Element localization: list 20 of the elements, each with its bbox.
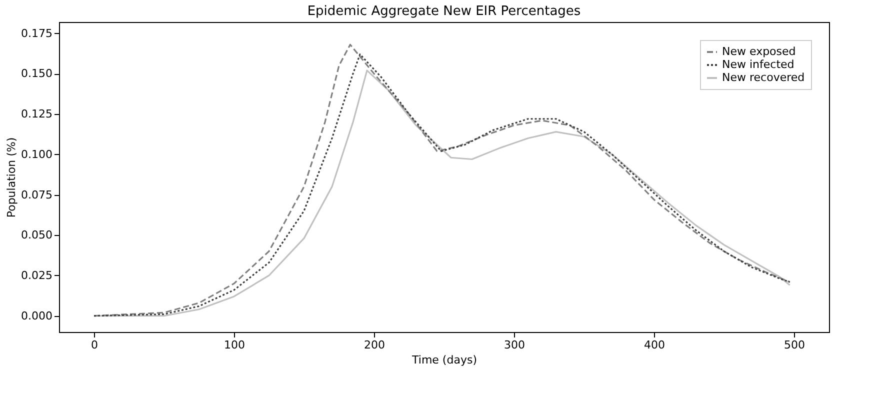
y-tick-label: 0.100: [21, 148, 52, 161]
y-tick-label: 0.025: [21, 268, 52, 282]
y-tick-label: 0.175: [21, 26, 52, 40]
legend-label: New recovered: [722, 71, 805, 84]
x-tick-label: 200: [364, 338, 385, 352]
x-axis-title: Time (days): [411, 354, 477, 366]
y-tick-label: 0.000: [21, 309, 52, 322]
chart-title: Epidemic Aggregate New EIR Percentages: [307, 4, 581, 19]
x-tick-label: 400: [644, 338, 665, 352]
legend-label: New infected: [722, 58, 794, 71]
x-tick-label: 0: [91, 338, 98, 352]
y-tick-label: 0.050: [21, 228, 52, 242]
x-tick-label: 100: [224, 338, 245, 352]
x-tick-label: 300: [504, 338, 525, 352]
y-axis-title: Population (%): [5, 137, 18, 218]
legend-label: New exposed: [722, 45, 796, 58]
x-tick-label: 500: [784, 338, 805, 352]
y-tick-label: 0.125: [21, 108, 52, 121]
y-tick-label: 0.150: [21, 67, 52, 80]
y-tick-label: 0.075: [21, 188, 52, 202]
